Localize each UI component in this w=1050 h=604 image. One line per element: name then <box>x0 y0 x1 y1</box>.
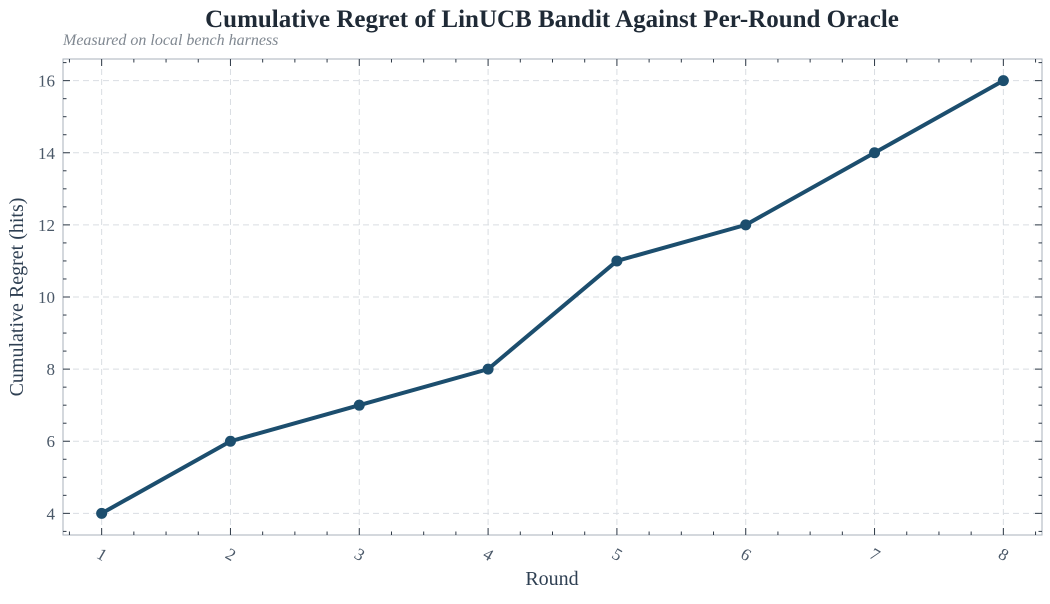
chart-subtitle: Measured on local bench harness <box>62 32 278 49</box>
data-point <box>353 399 365 411</box>
series-layer <box>96 75 1009 519</box>
y-tick-label: 10 <box>38 288 55 307</box>
x-tick-label: 1 <box>93 544 110 565</box>
series-line <box>99 78 1006 516</box>
data-point <box>482 363 494 375</box>
x-tick-label: 5 <box>609 544 626 565</box>
y-tick-label: 4 <box>47 504 56 523</box>
x-tick-label: 3 <box>351 544 368 565</box>
grid-layer <box>63 59 1042 535</box>
x-axis-label: Round <box>525 568 578 590</box>
chart-title: Cumulative Regret of LinUCB Bandit Again… <box>205 6 899 33</box>
x-tick-label: 8 <box>995 544 1012 565</box>
data-point <box>869 147 881 159</box>
y-tick-label: 16 <box>38 72 55 91</box>
data-point <box>997 75 1009 87</box>
data-point <box>96 507 108 519</box>
y-tick-label: 6 <box>47 432 56 451</box>
x-tick-label: 6 <box>738 544 755 565</box>
data-point <box>224 435 236 447</box>
data-point <box>611 255 623 267</box>
x-tick-label: 2 <box>222 544 239 565</box>
y-tick-label: 8 <box>47 360 56 379</box>
x-tick-label: 4 <box>480 544 497 565</box>
y-tick-label: 12 <box>38 216 55 235</box>
y-axis-label: Cumulative Regret (hits) <box>6 198 28 397</box>
y-tick-label: 14 <box>38 144 56 163</box>
data-point <box>740 219 752 231</box>
x-tick-label: 7 <box>866 544 883 565</box>
